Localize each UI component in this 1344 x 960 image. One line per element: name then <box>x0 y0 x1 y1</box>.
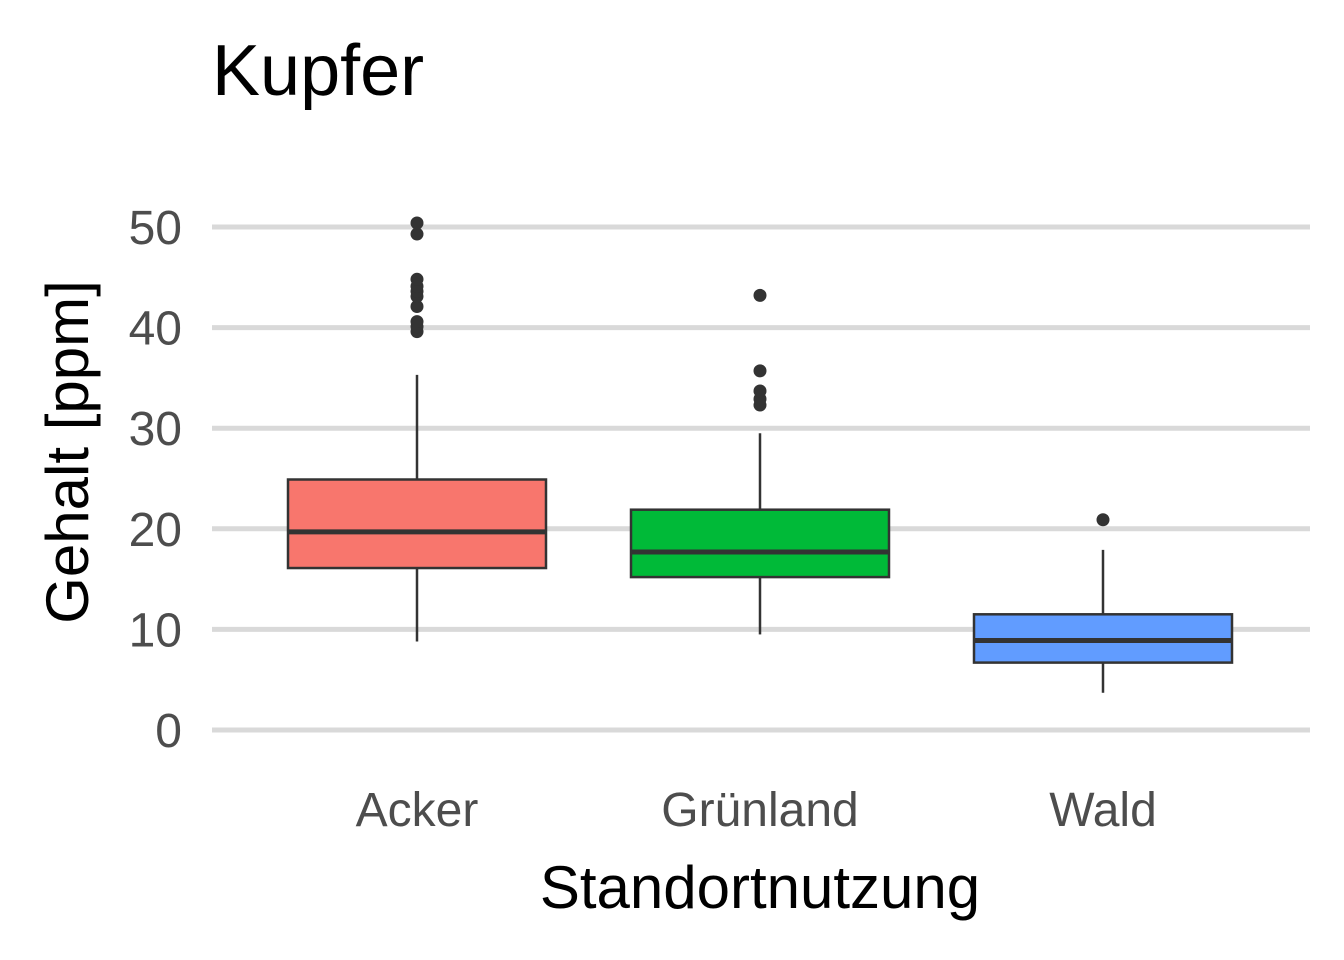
y-tick-labels: 0 10 20 30 40 50 <box>129 202 182 758</box>
y-tick-label: 20 <box>129 504 182 557</box>
box-iqr <box>629 508 891 579</box>
outlier-point <box>1096 513 1110 527</box>
x-tick-label: Wald <box>1049 784 1157 837</box>
y-tick-label: 30 <box>129 403 182 456</box>
x-axis-title: Standortnutzung <box>540 854 980 921</box>
outlier-point <box>410 315 424 329</box>
chart-title: Kupfer <box>212 31 424 111</box>
box-wald <box>972 513 1234 693</box>
box-acker <box>286 216 548 642</box>
x-tick-labels: Acker Grünland Wald <box>356 784 1157 837</box>
box-iqr <box>286 478 548 570</box>
outlier-point <box>753 364 767 378</box>
box-grünland <box>629 288 891 635</box>
outlier-point <box>410 216 424 230</box>
y-tick-label: 50 <box>129 202 182 255</box>
outlier-point <box>410 299 424 313</box>
y-tick-label: 40 <box>129 303 182 356</box>
x-tick-label: Acker <box>356 784 479 837</box>
y-axis-title: Gehalt [ppm] <box>34 280 101 624</box>
outlier-point <box>753 384 767 398</box>
x-tick-label: Grünland <box>661 784 858 837</box>
y-tick-label: 10 <box>129 604 182 657</box>
y-tick-label: 0 <box>155 705 182 758</box>
boxes <box>286 216 1234 693</box>
outlier-point <box>410 272 424 286</box>
outlier-point <box>753 288 767 302</box>
outlier-point <box>410 227 424 241</box>
